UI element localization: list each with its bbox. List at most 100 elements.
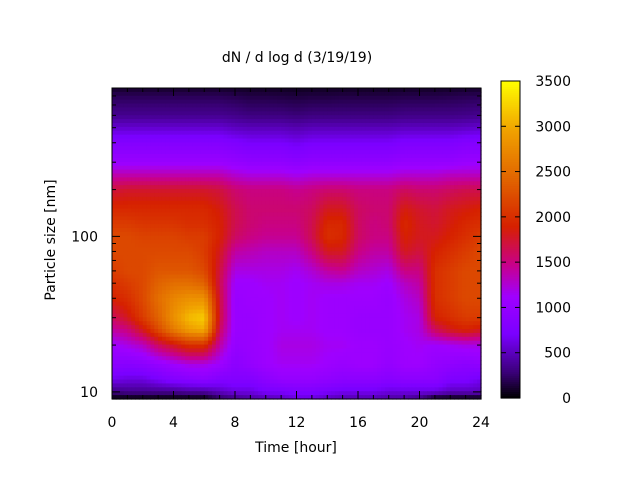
heatmap-cell — [131, 220, 136, 225]
heatmap-cell — [273, 107, 278, 112]
heatmap-cell — [177, 173, 182, 179]
heatmap-cell — [438, 146, 444, 151]
heatmap-cell — [181, 88, 186, 93]
heatmap-cell — [284, 266, 290, 272]
heatmap-cell — [450, 274, 455, 280]
heatmap-cell — [342, 173, 348, 179]
heatmap-cell — [431, 99, 436, 105]
heatmap-cell — [200, 111, 205, 116]
heatmap-cell — [473, 107, 478, 112]
heatmap-cell — [311, 88, 317, 93]
heatmap-cell — [423, 146, 428, 151]
heatmap-cell — [181, 262, 186, 268]
heatmap-cell — [431, 154, 436, 159]
heatmap-cell — [154, 138, 159, 144]
heatmap-cell — [331, 227, 336, 233]
heatmap-cell — [284, 278, 290, 283]
heatmap-cell — [350, 138, 355, 144]
heatmap-cell — [227, 122, 232, 128]
heatmap-cell — [146, 189, 152, 194]
heatmap-cell — [246, 95, 251, 101]
heatmap-cell — [308, 266, 313, 272]
heatmap-cell — [354, 142, 359, 147]
heatmap-cell — [304, 266, 309, 272]
heatmap-cell — [188, 88, 194, 93]
heatmap-cell — [369, 126, 374, 132]
heatmap-cell — [323, 134, 328, 140]
heatmap-cell — [119, 165, 125, 171]
heatmap-cell — [392, 138, 398, 144]
heatmap-cell — [215, 270, 221, 276]
heatmap-cell — [392, 173, 398, 179]
heatmap-cell — [258, 142, 263, 147]
heatmap-cell — [381, 262, 386, 268]
heatmap-cell — [284, 169, 290, 175]
heatmap-cell — [119, 95, 125, 101]
heatmap-cell — [185, 216, 190, 221]
heatmap-cell — [246, 146, 251, 151]
heatmap-cell — [215, 196, 221, 202]
heatmap-cell — [292, 231, 298, 237]
heatmap-cell — [288, 235, 294, 241]
heatmap-cell — [288, 243, 294, 248]
heatmap-cell — [177, 161, 182, 167]
heatmap-cell — [369, 220, 374, 225]
heatmap-cell — [119, 154, 125, 159]
heatmap-cell — [227, 130, 232, 136]
heatmap-cell — [284, 88, 290, 93]
heatmap-cell — [388, 157, 394, 163]
heatmap-cell — [454, 165, 459, 171]
heatmap-cell — [465, 173, 471, 179]
heatmap-cell — [200, 99, 205, 105]
heatmap-cell — [446, 216, 451, 221]
heatmap-cell — [154, 177, 159, 182]
heatmap-cell — [215, 262, 221, 268]
heatmap-cell — [438, 122, 444, 128]
heatmap-cell — [277, 224, 282, 229]
heatmap-cell — [150, 95, 155, 101]
heatmap-cell — [138, 91, 144, 97]
heatmap-cell — [246, 134, 251, 140]
heatmap-cell — [196, 146, 201, 151]
heatmap-cell — [431, 142, 436, 147]
heatmap-cell — [469, 262, 474, 268]
heatmap-cell — [334, 161, 340, 167]
heatmap-cell — [192, 122, 198, 128]
heatmap-cell — [415, 251, 421, 256]
heatmap-cell — [361, 126, 367, 132]
heatmap-cell — [315, 181, 321, 186]
heatmap-cell — [146, 196, 152, 202]
heatmap-cell — [381, 227, 386, 233]
heatmap-cell — [384, 235, 390, 241]
heatmap-cell — [161, 111, 167, 116]
heatmap-cell — [261, 161, 267, 167]
heatmap-cell — [308, 282, 313, 287]
heatmap-cell — [358, 142, 363, 147]
heatmap-cell — [196, 181, 201, 186]
heatmap-cell — [396, 247, 401, 252]
heatmap-cell — [161, 115, 167, 120]
heatmap-cell — [392, 243, 398, 248]
heatmap-cell — [469, 216, 474, 221]
heatmap-cell — [277, 88, 282, 93]
heatmap-cell — [308, 119, 313, 124]
heatmap-cell — [204, 282, 209, 287]
heatmap-cell — [173, 95, 178, 101]
heatmap-cell — [411, 154, 417, 159]
heatmap-cell — [250, 177, 255, 182]
heatmap-cell — [373, 165, 378, 171]
heatmap-cell — [261, 278, 267, 283]
heatmap-cell — [250, 91, 255, 97]
heatmap-cell — [338, 235, 344, 241]
heatmap-cell — [135, 243, 140, 248]
heatmap-cell — [358, 192, 363, 198]
heatmap-cell — [358, 99, 363, 105]
heatmap-cell — [161, 274, 167, 280]
heatmap-cell — [404, 181, 409, 186]
heatmap-cell — [400, 282, 405, 287]
heatmap-cell — [354, 259, 359, 264]
heatmap-cell — [123, 243, 128, 248]
heatmap-cell — [185, 247, 190, 252]
heatmap-cell — [442, 177, 447, 182]
heatmap-cell — [161, 181, 167, 186]
